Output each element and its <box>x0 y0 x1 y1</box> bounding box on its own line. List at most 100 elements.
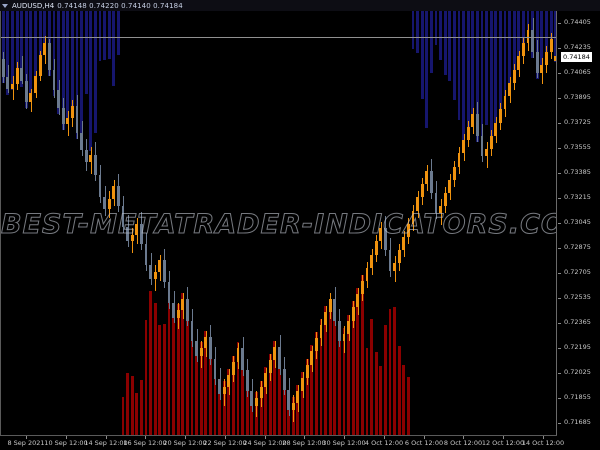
histogram-bar-down <box>296 384 300 435</box>
histogram-bar-down <box>195 349 199 435</box>
histogram-bar-down <box>245 384 249 435</box>
price-tick-label: 0.74065 <box>564 68 591 76</box>
candle-body-bearish <box>149 264 153 280</box>
candle-body-bearish <box>480 135 484 157</box>
histogram-bar-up <box>116 11 120 55</box>
histogram-bar-down <box>305 358 309 435</box>
chart-canvas[interactable] <box>1 11 556 435</box>
candle-body-bearish <box>121 206 125 227</box>
candle-body-bearish <box>195 341 199 356</box>
histogram-bar-down <box>342 327 346 435</box>
histogram-bar-up <box>429 11 433 74</box>
price-tick-label: 0.73725 <box>564 118 591 126</box>
histogram-bar-down <box>406 377 410 435</box>
chevron-down-icon[interactable] <box>2 3 8 8</box>
histogram-bar-down <box>324 305 327 435</box>
histogram-bar-up <box>457 11 461 121</box>
candle-body-bearish <box>241 348 245 371</box>
price-tick-label: 0.72025 <box>564 368 591 376</box>
histogram-bar-up <box>80 11 83 148</box>
histogram-bar-down <box>347 314 350 435</box>
histogram-bar-up <box>540 11 544 72</box>
candle-body-bullish <box>296 390 300 403</box>
candle-body-bullish <box>370 254 373 268</box>
candle-body-bearish <box>333 298 337 321</box>
time-tick-mark <box>503 436 504 439</box>
histogram-bar-up <box>70 11 74 113</box>
histogram-bar-down <box>333 314 337 435</box>
candle-body-bearish <box>144 244 148 265</box>
time-axis[interactable]: 8 Sep 2021 10 Sep 12:00 14 Sep 12:00 16 Sep… <box>0 436 600 450</box>
histogram-bar-down <box>328 305 332 435</box>
histogram-bar-up <box>471 11 475 120</box>
candle-body-bullish <box>38 55 42 76</box>
candle-body-bullish <box>489 135 493 149</box>
candle-body-bearish <box>80 132 83 151</box>
histogram-bar-down <box>181 292 185 435</box>
ohlc-quotes-label: 0.74148 0.74220 0.74140 0.74184 <box>57 1 183 10</box>
price-tick-label: 0.71685 <box>564 418 591 426</box>
candle-body-bearish <box>6 77 10 89</box>
histogram-bar-down <box>190 335 194 435</box>
histogram-bar-down <box>360 274 364 435</box>
histogram-bar-up <box>103 11 106 60</box>
candle-body-bearish <box>282 368 286 390</box>
candle-body-bullish <box>29 93 33 102</box>
histogram-bar-up <box>420 11 424 99</box>
current-price-label: 0.74184 <box>560 51 593 63</box>
candle-body-bullish <box>416 197 420 211</box>
histogram-bar-down <box>241 364 245 435</box>
time-tick-label: 16 Sep 12:00 <box>123 439 167 447</box>
price-tick-label: 0.73215 <box>564 193 591 201</box>
candle-body-bullish <box>259 386 263 399</box>
candle-body-bullish <box>43 43 47 55</box>
candle-body-bullish <box>517 56 521 70</box>
candle-body-bullish <box>314 338 318 352</box>
time-tick-label: 8 Oct 12:00 <box>443 439 483 447</box>
price-tick-label: 0.72875 <box>564 243 591 251</box>
candle-body-bullish <box>204 336 208 349</box>
time-tick-mark <box>344 436 345 439</box>
histogram-bar-up <box>443 11 447 76</box>
price-tick-mark <box>558 198 561 199</box>
candle-body-bullish <box>466 126 470 141</box>
price-tick-label: 0.74405 <box>564 18 591 26</box>
candle-body-bearish <box>47 43 51 70</box>
candle-body-bullish <box>512 69 516 83</box>
histogram-bar-up <box>549 11 553 45</box>
chart-plot-frame[interactable]: BEST-METATRADER-INDICATORS.COM <box>0 11 557 435</box>
time-tick-label: 12 Oct 12:00 <box>481 439 525 447</box>
histogram-bar-up <box>425 11 429 128</box>
candle-body-bullish <box>545 52 548 66</box>
time-tick-label: 20 Sep 12:00 <box>163 439 207 447</box>
histogram-bar-up <box>545 11 548 59</box>
candle-body-bullish <box>70 106 74 119</box>
time-tick-mark <box>304 436 305 439</box>
candle-body-bullish <box>310 351 314 365</box>
price-tick-mark <box>558 173 561 174</box>
price-tick-mark <box>558 73 561 74</box>
candle-body-bullish <box>485 148 489 157</box>
candle-body-bullish <box>305 364 309 378</box>
price-tick-label: 0.74235 <box>564 43 591 51</box>
candle-body-bearish <box>218 379 222 394</box>
histogram-bar-up <box>466 11 470 133</box>
candle-body-bullish <box>397 250 401 264</box>
histogram-bar-down <box>186 314 189 435</box>
candle-body-bearish <box>75 106 79 133</box>
histogram-bar-down <box>144 320 148 435</box>
histogram-bar-up <box>84 11 88 95</box>
candle-body-bullish <box>89 154 93 163</box>
histogram-bar-down <box>172 311 176 435</box>
histogram-bar-up <box>112 11 116 87</box>
candle-body-bullish <box>499 109 502 123</box>
histogram-bar-down <box>158 325 162 435</box>
price-axis[interactable]: 0.74405 0.74235 0.74065 0.73895 0.73725 0.735… <box>558 11 600 435</box>
histogram-bar-down <box>383 325 387 435</box>
horizontal-level-line <box>1 37 556 38</box>
histogram-bar-down <box>126 373 129 435</box>
time-tick-label: 24 Sep 12:00 <box>243 439 287 447</box>
candle-body-bullish <box>273 346 277 361</box>
histogram-bar-up <box>485 11 489 125</box>
histogram-bar-down <box>268 354 272 435</box>
